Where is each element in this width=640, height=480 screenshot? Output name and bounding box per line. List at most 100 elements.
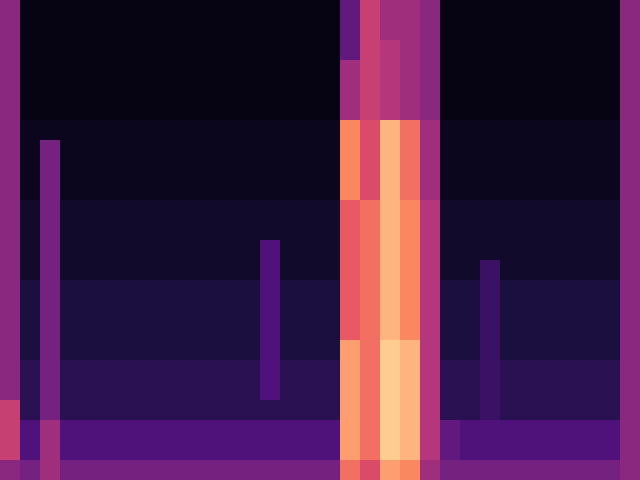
cell [380,260,401,281]
cell [440,180,461,201]
cell [120,420,141,441]
cell [500,360,521,381]
cell [420,0,441,21]
cell [160,400,181,421]
cell [300,40,321,61]
cell [100,0,121,21]
cell [0,280,21,301]
cell [300,440,321,461]
cell [560,440,581,461]
cell [560,160,581,181]
cell [560,220,581,241]
cell [600,100,621,121]
cell [280,0,301,21]
cell [360,320,381,341]
cell [520,80,541,101]
cell [580,300,601,321]
cell [220,380,241,401]
cell [280,360,301,381]
cell [0,300,21,321]
cell [420,200,441,221]
cell [220,60,241,81]
cell [0,240,21,261]
cell [240,460,261,480]
cell [180,60,201,81]
cell [140,280,161,301]
cell [20,160,41,181]
cell [600,180,621,201]
cell [200,80,221,101]
cell [340,20,361,41]
cell [20,440,41,461]
cell [320,160,341,181]
cell [320,440,341,461]
cell [280,20,301,41]
cell [480,180,501,201]
cell [300,120,321,141]
cell [500,200,521,221]
cell [540,160,561,181]
cell [80,440,101,461]
cell [320,260,341,281]
cell [100,260,121,281]
cell [80,240,101,261]
cell [80,100,101,121]
cell [620,140,640,161]
cell [560,100,581,121]
cell [500,60,521,81]
cell [20,220,41,241]
cell [580,100,601,121]
cell [140,40,161,61]
cell [380,120,401,141]
cell [60,120,81,141]
cell [620,320,640,341]
cell [220,180,241,201]
cell [500,0,521,21]
cell [300,380,321,401]
cell [260,40,281,61]
cell [20,400,41,421]
cell [180,400,201,421]
cell [220,20,241,41]
cell [0,200,21,221]
cell [0,460,21,480]
cell [400,180,421,201]
cell [140,420,161,441]
cell [360,360,381,381]
cell [440,220,461,241]
cell [540,120,561,141]
cell [120,320,141,341]
cell [420,180,441,201]
cell [320,320,341,341]
cell [620,180,640,201]
cell [540,80,561,101]
cell [40,220,61,241]
cell [460,160,481,181]
cell [200,440,221,461]
cell [0,40,21,61]
cell [320,360,341,381]
cell [460,100,481,121]
cell [0,0,21,21]
cell [140,60,161,81]
cell [420,140,441,161]
cell [340,180,361,201]
cell [460,0,481,21]
cell [320,40,341,61]
cell [500,440,521,461]
cell [240,160,261,181]
cell [540,260,561,281]
cell [400,160,421,181]
cell [540,300,561,321]
cell [300,260,321,281]
cell [520,300,541,321]
cell [40,120,61,141]
cell [100,180,121,201]
cell [520,160,541,181]
cell [180,160,201,181]
cell [280,440,301,461]
cell [480,120,501,141]
cell [40,360,61,381]
cell [580,360,601,381]
cell [220,220,241,241]
